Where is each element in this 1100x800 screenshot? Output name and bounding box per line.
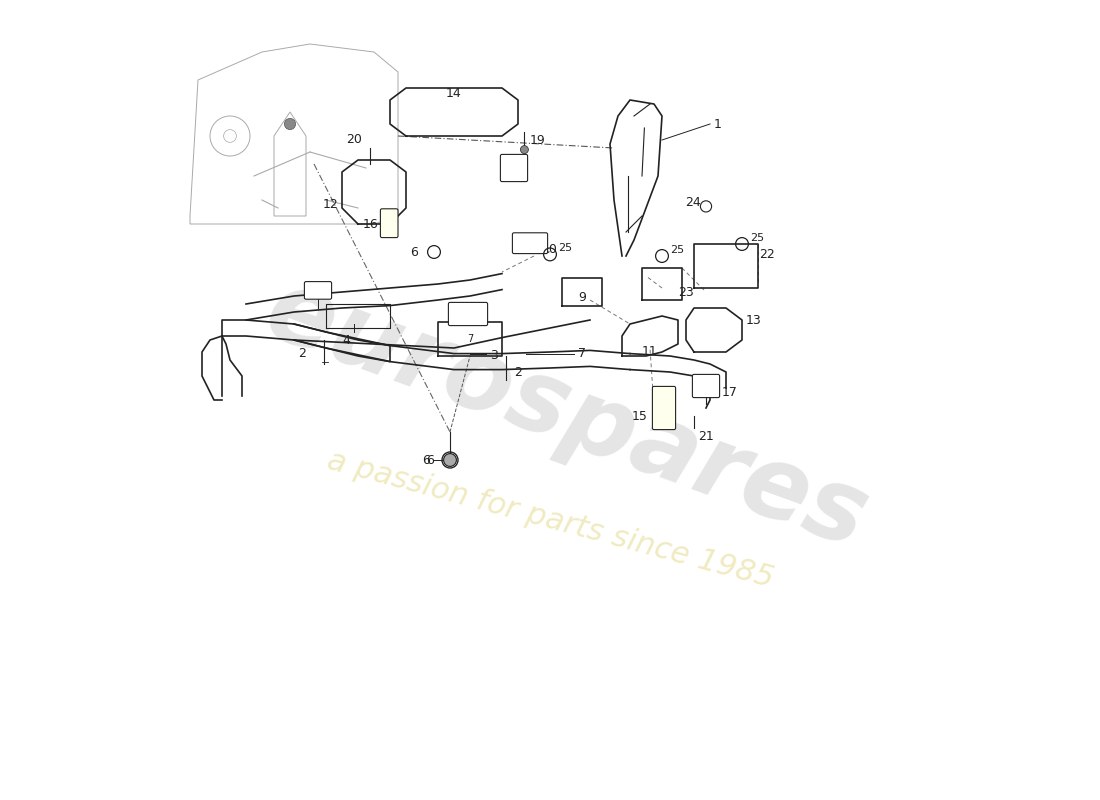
Circle shape <box>285 118 296 130</box>
Text: 20: 20 <box>346 133 362 146</box>
FancyBboxPatch shape <box>692 374 719 398</box>
Text: 15: 15 <box>631 410 648 422</box>
Text: 1: 1 <box>714 118 722 130</box>
Circle shape <box>520 146 528 154</box>
Text: 21: 21 <box>698 430 714 442</box>
Circle shape <box>443 454 456 466</box>
Text: 5: 5 <box>314 283 322 296</box>
Text: 3: 3 <box>490 350 498 362</box>
Text: 2: 2 <box>514 366 521 378</box>
Text: a passion for parts since 1985: a passion for parts since 1985 <box>323 446 777 594</box>
Text: 22: 22 <box>760 248 775 261</box>
FancyBboxPatch shape <box>513 233 548 254</box>
FancyBboxPatch shape <box>500 154 528 182</box>
Text: 6: 6 <box>410 246 418 258</box>
Text: 25: 25 <box>558 243 572 253</box>
FancyBboxPatch shape <box>305 282 331 299</box>
Text: 17: 17 <box>722 386 738 398</box>
Text: 6: 6 <box>426 454 434 466</box>
Text: 8: 8 <box>462 314 470 326</box>
Text: 7: 7 <box>578 347 586 360</box>
Text: 4: 4 <box>342 334 350 347</box>
Text: 13: 13 <box>746 314 761 326</box>
Text: 9: 9 <box>579 291 586 304</box>
Text: 19: 19 <box>530 134 546 147</box>
Text: 24: 24 <box>684 196 701 209</box>
Text: eurospares: eurospares <box>252 262 880 570</box>
Text: 25: 25 <box>670 245 684 254</box>
FancyBboxPatch shape <box>449 302 487 326</box>
Text: 10: 10 <box>542 243 558 256</box>
Text: 25: 25 <box>750 233 764 242</box>
Text: 14: 14 <box>447 87 462 100</box>
Text: 2: 2 <box>298 347 306 360</box>
Text: 7: 7 <box>466 334 473 344</box>
FancyBboxPatch shape <box>652 386 675 430</box>
Text: 23: 23 <box>678 286 694 298</box>
Text: 18: 18 <box>514 162 530 174</box>
FancyBboxPatch shape <box>381 209 398 238</box>
Text: 16: 16 <box>362 218 378 230</box>
Text: 6: 6 <box>422 454 430 466</box>
Text: 11: 11 <box>642 346 658 358</box>
Text: 12: 12 <box>322 198 338 210</box>
